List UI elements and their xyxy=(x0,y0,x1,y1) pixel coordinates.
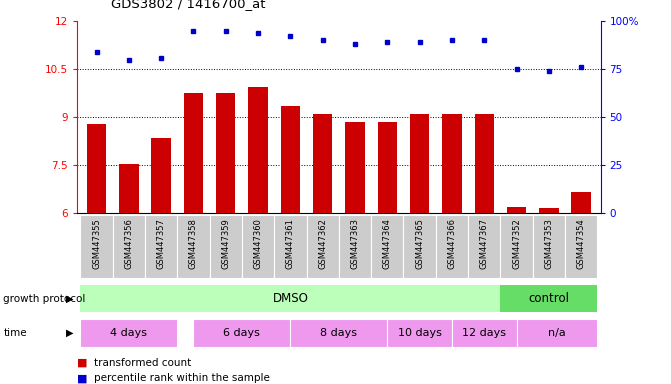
Text: 6 days: 6 days xyxy=(223,328,260,338)
Text: GSM447365: GSM447365 xyxy=(415,218,424,269)
Text: GSM447357: GSM447357 xyxy=(156,218,166,269)
Bar xyxy=(403,215,435,278)
Text: transformed count: transformed count xyxy=(94,358,191,368)
Text: GSM447364: GSM447364 xyxy=(383,218,392,269)
Bar xyxy=(248,87,268,213)
Text: ■: ■ xyxy=(77,373,88,383)
Text: GSM447352: GSM447352 xyxy=(512,218,521,269)
Bar xyxy=(313,114,332,213)
Text: ▶: ▶ xyxy=(66,328,74,338)
Bar xyxy=(501,285,597,313)
Bar xyxy=(565,215,597,278)
Text: GSM447361: GSM447361 xyxy=(286,218,295,269)
Text: GSM447367: GSM447367 xyxy=(480,218,488,269)
Text: GSM447366: GSM447366 xyxy=(448,218,456,269)
Text: time: time xyxy=(3,328,27,338)
Text: 10 days: 10 days xyxy=(398,328,442,338)
Text: GSM447358: GSM447358 xyxy=(189,218,198,269)
Bar xyxy=(193,319,291,347)
Bar xyxy=(572,192,591,213)
Text: GSM447354: GSM447354 xyxy=(576,218,586,269)
Text: growth protocol: growth protocol xyxy=(3,293,86,304)
Text: 4 days: 4 days xyxy=(110,328,148,338)
Bar xyxy=(435,215,468,278)
Text: n/a: n/a xyxy=(548,328,566,338)
Bar xyxy=(307,215,339,278)
Text: GSM447359: GSM447359 xyxy=(221,218,230,269)
Bar xyxy=(501,215,533,278)
Bar xyxy=(184,93,203,213)
Bar xyxy=(507,207,526,213)
Text: GSM447353: GSM447353 xyxy=(544,218,554,269)
Text: GSM447363: GSM447363 xyxy=(350,218,360,269)
Text: GDS3802 / 1416700_at: GDS3802 / 1416700_at xyxy=(111,0,265,10)
Bar xyxy=(119,164,138,213)
Bar xyxy=(410,114,429,213)
Bar xyxy=(81,319,177,347)
Text: percentile rank within the sample: percentile rank within the sample xyxy=(94,373,270,383)
Bar xyxy=(177,215,209,278)
Bar xyxy=(378,122,397,213)
Text: GSM447362: GSM447362 xyxy=(318,218,327,269)
Bar xyxy=(274,215,307,278)
Text: ▶: ▶ xyxy=(66,293,74,304)
Bar xyxy=(81,215,113,278)
Text: control: control xyxy=(528,292,570,305)
Bar xyxy=(291,319,387,347)
Text: GSM447355: GSM447355 xyxy=(92,218,101,269)
Bar xyxy=(474,114,494,213)
Bar xyxy=(517,319,597,347)
Bar xyxy=(87,124,106,213)
Bar xyxy=(346,122,365,213)
Bar xyxy=(452,319,517,347)
Bar xyxy=(442,114,462,213)
Bar xyxy=(468,215,501,278)
Bar xyxy=(113,215,145,278)
Text: 12 days: 12 days xyxy=(462,328,506,338)
Bar xyxy=(280,106,300,213)
Text: DMSO: DMSO xyxy=(272,292,309,305)
Bar xyxy=(81,285,501,313)
Text: GSM447356: GSM447356 xyxy=(124,218,134,269)
Bar xyxy=(216,93,236,213)
Bar xyxy=(339,215,371,278)
Text: GSM447360: GSM447360 xyxy=(254,218,262,269)
Text: ■: ■ xyxy=(77,358,88,368)
Bar xyxy=(152,138,171,213)
Bar xyxy=(533,215,565,278)
Bar xyxy=(371,215,403,278)
Bar xyxy=(539,208,558,213)
Bar xyxy=(242,215,274,278)
Text: 8 days: 8 days xyxy=(320,328,358,338)
Bar xyxy=(387,319,452,347)
Bar xyxy=(145,215,177,278)
Bar xyxy=(209,215,242,278)
